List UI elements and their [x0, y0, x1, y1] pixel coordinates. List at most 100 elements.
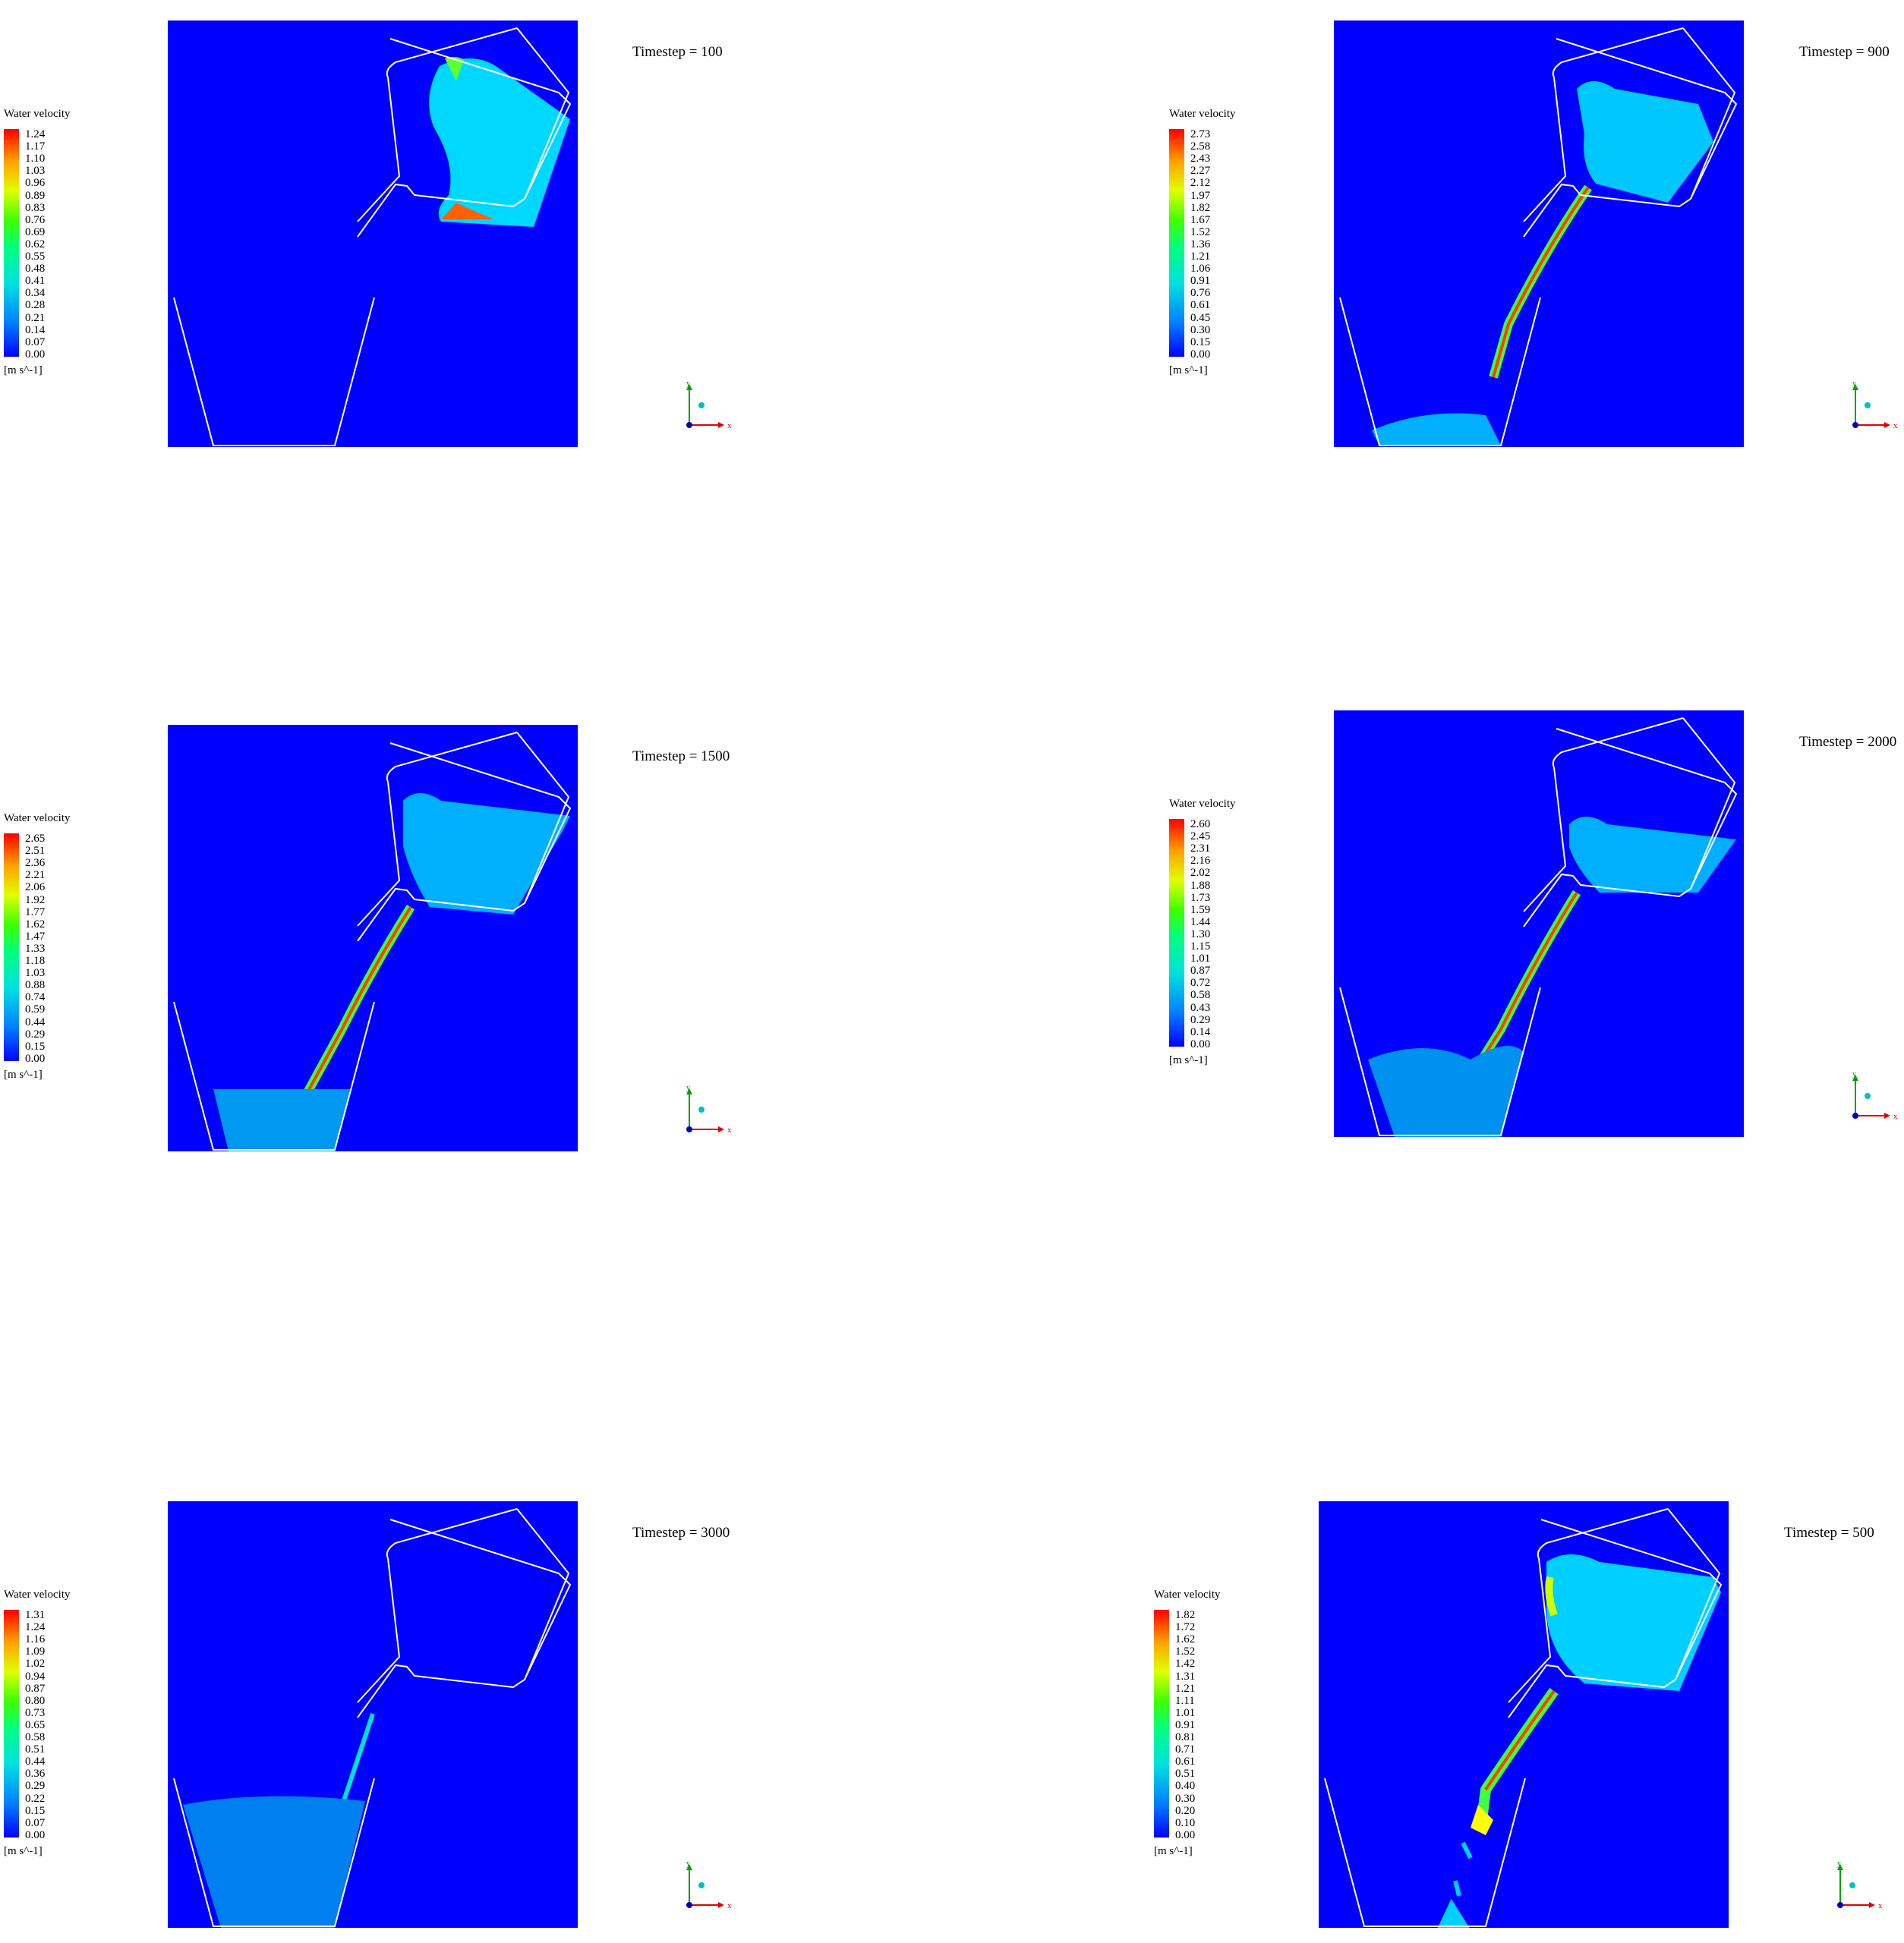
legend-tick-label: 0.62: [25, 238, 46, 250]
axes-triad-icon: y x: [683, 1084, 736, 1137]
legend-title: Water velocity: [1169, 108, 1236, 120]
legend-tick-label: 0.81: [1175, 1731, 1196, 1743]
y-axis-label: y: [1852, 379, 1856, 388]
legend-tick-label: 1.30: [1190, 927, 1211, 940]
x-axis-label: x: [727, 1126, 732, 1135]
legend-tick-label: 0.48: [25, 263, 46, 276]
legend-tick-label: 1.15: [1190, 940, 1211, 953]
legend-tick-label: 0.29: [25, 1028, 46, 1041]
legend-title: Water velocity: [4, 812, 71, 824]
legend-tick-label: 0.00: [1190, 348, 1211, 361]
legend-tick-label: 1.59: [1190, 903, 1211, 916]
legend-unit: [m s^-1]: [4, 1845, 43, 1857]
legend-tick-label: 0.00: [1190, 1038, 1211, 1050]
timestep-label: Timestep = 3000: [632, 1525, 730, 1541]
y-axis-label: y: [1852, 1070, 1856, 1079]
legend-tick-label: 1.97: [1190, 189, 1211, 202]
legend-tick-label: 1.77: [25, 905, 46, 918]
legend-tick-label: 0.94: [25, 1670, 46, 1683]
legend-tick-label: 2.51: [25, 845, 46, 858]
axes-triad-icon: y x: [1849, 1070, 1902, 1123]
legend-tick-label: 0.58: [1190, 989, 1211, 1002]
legend-tick-label: 1.62: [1175, 1633, 1196, 1646]
legend-tick-label: 0.65: [25, 1718, 46, 1731]
velocity-field: [168, 20, 578, 447]
timestep-label: Timestep = 2000: [1799, 734, 1897, 750]
legend-tick-label: 0.71: [1175, 1743, 1196, 1756]
domain-background: [1319, 1501, 1729, 1928]
velocity-field-svg: [1319, 1501, 1729, 1930]
domain-background: [1334, 20, 1744, 447]
legend-tick-label: 0.21: [25, 311, 46, 324]
legend-tick-label: 1.52: [1175, 1645, 1196, 1658]
axes-triad-icon: y x: [1834, 1860, 1887, 1913]
legend-unit: [m s^-1]: [4, 1069, 43, 1081]
legend-tick-label: 0.36: [25, 1768, 46, 1781]
legend-tick-label: 1.21: [1190, 250, 1211, 263]
velocity-field-svg: [168, 1501, 578, 1928]
legend-tick-label: 1.92: [25, 893, 46, 906]
legend-title: Water velocity: [4, 108, 71, 120]
vessel-walls: [1339, 717, 1738, 1136]
legend-tick-label: 2.73: [1190, 128, 1211, 140]
legend-tick-label: 0.76: [25, 213, 46, 226]
legend-tick-label: 2.45: [1190, 830, 1211, 843]
legend-tick-label: 0.00: [25, 1828, 46, 1841]
legend-tick-label: 2.21: [25, 869, 46, 882]
legend-tick-label: 0.91: [1175, 1718, 1196, 1731]
legend-tick-label: 0.15: [25, 1804, 46, 1817]
legend-tick-label: 0.30: [1175, 1792, 1196, 1805]
legend-tick-label: 2.27: [1190, 165, 1211, 178]
legend-tick-label: 0.14: [25, 323, 46, 336]
legend-tick-label: 0.69: [25, 225, 46, 238]
legend-tick-label: 1.88: [1190, 879, 1211, 892]
legend-tick-label: 2.06: [25, 881, 46, 894]
legend-tick-label: 2.16: [1190, 855, 1211, 868]
x-axis-label: x: [1878, 1901, 1883, 1910]
legend-color-bar: [1154, 1610, 1169, 1838]
velocity-field: [1319, 1501, 1729, 1930]
legend-tick-label: 0.91: [1190, 275, 1211, 288]
legend-tick-label: 0.74: [25, 991, 46, 1004]
legend-tick-label: 1.16: [25, 1633, 46, 1646]
legend-tick-label: 2.02: [1190, 867, 1211, 880]
legend-tick-label: 0.87: [1190, 965, 1211, 978]
legend-tick-label: 2.43: [1190, 153, 1211, 165]
legend-tick-label: 0.59: [25, 1003, 46, 1016]
legend-tick-label: 1.31: [25, 1609, 46, 1621]
legend-color-bar: [1169, 819, 1184, 1047]
legend-color-bar: [4, 129, 19, 357]
y-axis-label: y: [686, 1860, 690, 1868]
legend-tick-label: 1.47: [25, 930, 46, 943]
legend-tick-label: 0.30: [1190, 323, 1211, 336]
legend-title: Water velocity: [1154, 1589, 1221, 1601]
legend-tick-label: 0.41: [25, 275, 46, 288]
legend-tick-label: 1.03: [25, 967, 46, 980]
legend-tick-label: 0.29: [1190, 1013, 1211, 1026]
legend-tick-label: 2.12: [1190, 177, 1211, 190]
timestep-label: Timestep = 100: [632, 44, 723, 60]
legend-tick-label: 0.43: [1190, 1001, 1211, 1014]
legend-tick-label: 0.89: [25, 189, 46, 202]
legend-unit: [m s^-1]: [1169, 1054, 1208, 1066]
legend-tick-label: 0.61: [1190, 299, 1211, 312]
legend-tick-label: 1.10: [25, 153, 46, 165]
legend-tick-label: 1.82: [1175, 1609, 1196, 1621]
legend-tick-label: 1.31: [1175, 1670, 1196, 1683]
legend-tick-label: 1.02: [25, 1658, 46, 1671]
legend-tick-label: 0.55: [25, 250, 46, 263]
y-axis-label: y: [686, 1084, 690, 1092]
legend-tick-label: 1.67: [1190, 213, 1211, 226]
legend-tick-label: 0.00: [25, 1052, 46, 1065]
legend-tick-label: 0.10: [1175, 1816, 1196, 1829]
legend-unit: [m s^-1]: [1154, 1845, 1193, 1857]
legend-tick-label: 0.15: [1190, 335, 1211, 348]
legend-tick-label: 0.88: [25, 979, 46, 992]
vessel-walls: [173, 27, 572, 446]
velocity-field: [168, 1501, 578, 1928]
legend-tick-label: 1.73: [1190, 891, 1211, 904]
legend-color-bar: [4, 833, 19, 1061]
vessel-walls: [1339, 27, 1738, 446]
legend-tick-label: 0.73: [25, 1706, 46, 1719]
legend-tick-label: 0.40: [1175, 1780, 1196, 1793]
